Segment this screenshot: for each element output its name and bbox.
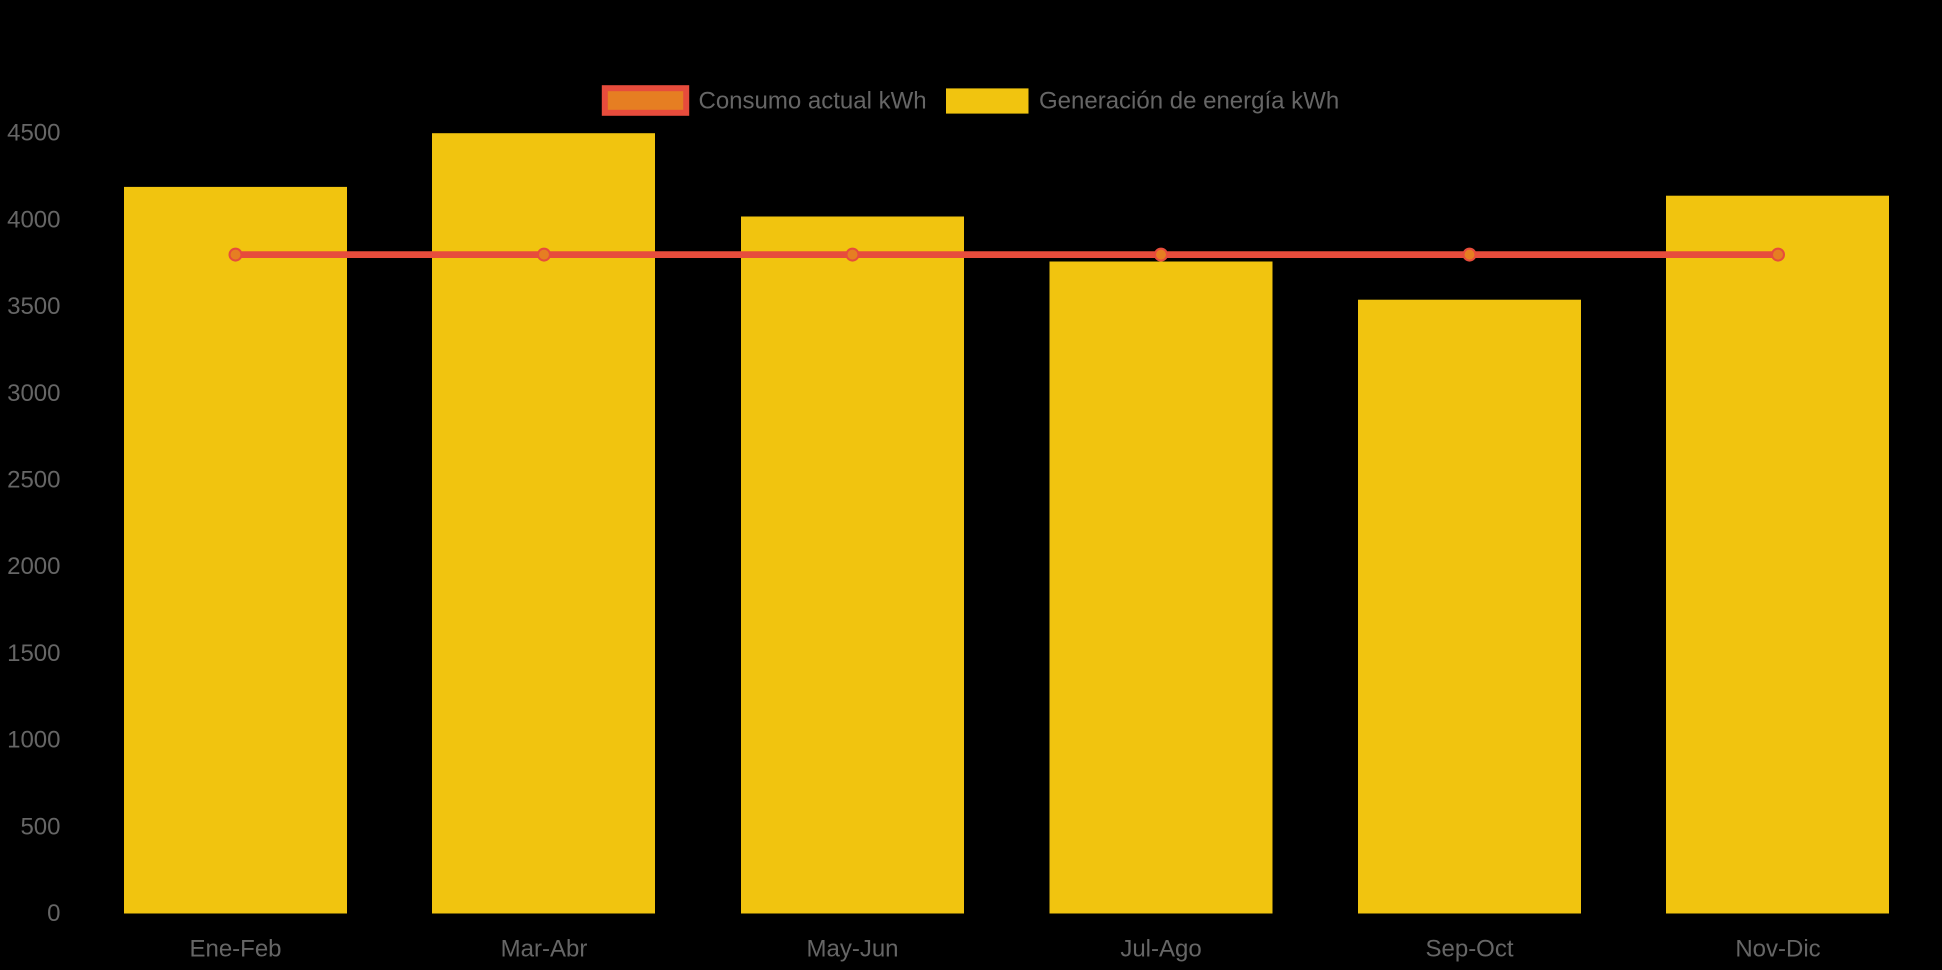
svg-text:Sep-Oct: Sep-Oct: [1425, 936, 1513, 963]
svg-text:May-Jun: May-Jun: [806, 936, 898, 963]
svg-text:3000: 3000: [7, 380, 60, 407]
svg-text:Jul-Ago: Jul-Ago: [1120, 936, 1201, 963]
svg-text:2500: 2500: [7, 467, 60, 494]
svg-text:2000: 2000: [7, 553, 60, 580]
svg-text:4500: 4500: [7, 120, 60, 147]
svg-text:1000: 1000: [7, 727, 60, 754]
svg-text:Mar-Abr: Mar-Abr: [501, 936, 588, 963]
svg-text:Nov-Dic: Nov-Dic: [1735, 936, 1820, 963]
svg-text:3500: 3500: [7, 293, 60, 320]
svg-text:Generación de energía kWh: Generación de energía kWh: [1039, 88, 1339, 115]
svg-text:1500: 1500: [7, 640, 60, 667]
svg-text:Ene-Feb: Ene-Feb: [189, 936, 281, 963]
svg-text:0: 0: [47, 900, 60, 927]
svg-text:4000: 4000: [7, 206, 60, 233]
svg-text:Consumo actual kWh: Consumo actual kWh: [699, 88, 927, 115]
svg-text:500: 500: [20, 813, 60, 840]
